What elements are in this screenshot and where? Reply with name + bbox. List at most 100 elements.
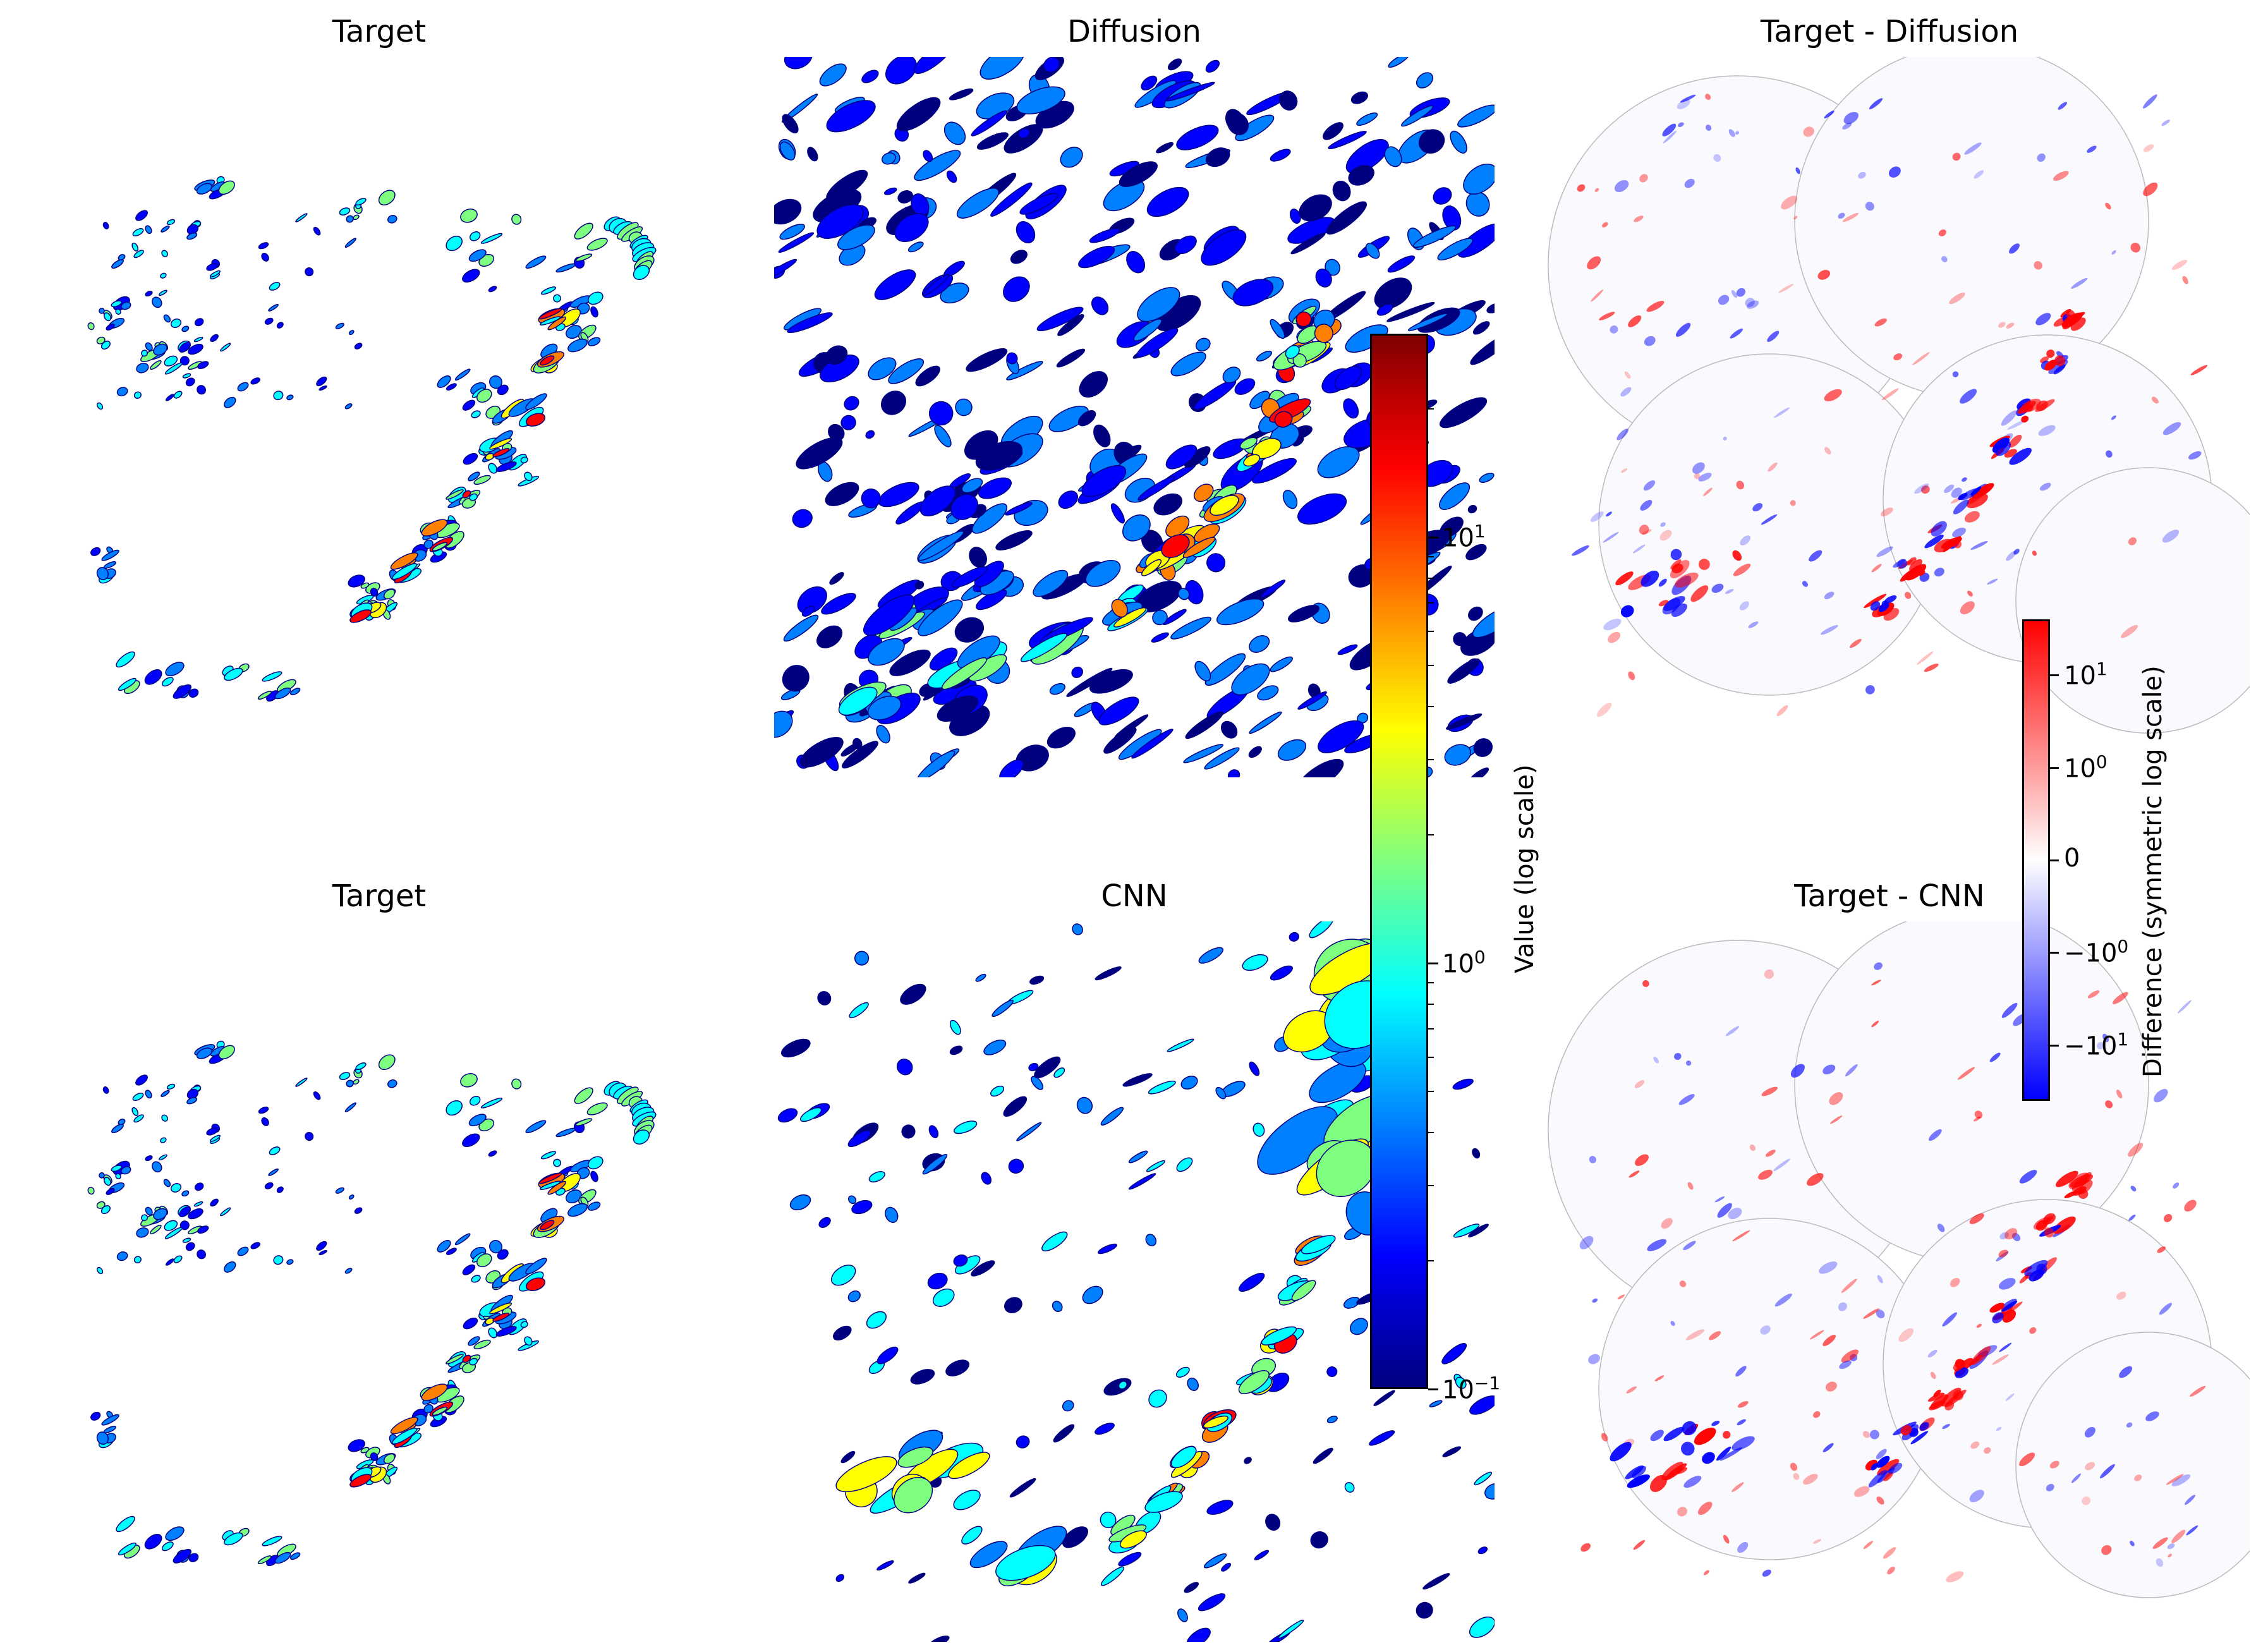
difference-cell: [1957, 1067, 1975, 1080]
difference-cell: [1943, 536, 1962, 552]
field-cell: [966, 348, 1008, 372]
difference-cell: [1876, 1449, 1887, 1459]
field-cell: [954, 1121, 978, 1134]
difference-cell: [1730, 328, 1744, 339]
field-cell: [121, 301, 131, 310]
field-cell: [901, 1124, 916, 1139]
field-cell: [96, 567, 109, 581]
field-cell: [1297, 758, 1344, 777]
field-cell: [170, 319, 182, 328]
difference-colorbar-tick: [2050, 952, 2059, 954]
field-cell: [188, 1208, 203, 1220]
field-cell: [1111, 598, 1128, 618]
difference-cell: [1969, 1490, 1984, 1503]
field-cell: [1323, 122, 1343, 140]
field-cell: [799, 737, 844, 768]
difference-cell: [1665, 1463, 1687, 1481]
field-cell: [446, 489, 464, 500]
field-cell: [587, 291, 603, 305]
field-cell: [525, 1258, 547, 1275]
difference-cell: [1900, 568, 1917, 582]
field-cell: [115, 308, 121, 315]
field-cell: [1131, 728, 1173, 759]
difference-cell: [1952, 371, 1959, 377]
difference-cell: [2003, 1301, 2023, 1316]
field-cell: [1457, 104, 1495, 128]
field-cell: [1145, 1234, 1157, 1247]
field-cell: [469, 1357, 478, 1366]
difference-cell: [2111, 415, 2116, 420]
field-cell: [1062, 1526, 1088, 1548]
field-cell: [354, 343, 363, 349]
field-cell: [161, 250, 168, 257]
field-cell: [1343, 398, 1359, 419]
field-cell: [511, 1078, 522, 1090]
field-cell: [1479, 472, 1495, 483]
field-cell: [1103, 179, 1145, 212]
difference-colorbar-tick: [2050, 674, 2059, 677]
field-cell: [928, 1636, 950, 1642]
difference-cell: [1820, 624, 1838, 635]
field-cell: [133, 1256, 142, 1263]
field-cell: [913, 57, 954, 74]
field-cell: [387, 1079, 397, 1088]
field-cell: [468, 1114, 487, 1127]
field-cell: [787, 312, 833, 334]
field-cell: [575, 1118, 593, 1126]
difference-cell: [1888, 166, 1901, 178]
field-cell: [111, 300, 122, 308]
difference-cell: [1881, 388, 1899, 401]
difference-cell: [1617, 1294, 1625, 1299]
difference-cell: [1608, 631, 1621, 643]
field-cell: [1334, 365, 1362, 391]
field-cell: [102, 221, 109, 229]
field-cell: [462, 1133, 480, 1148]
difference-cell: [2001, 1301, 2018, 1312]
field-cell: [590, 1170, 598, 1182]
difference-cell: [1599, 312, 1615, 320]
field-cell: [1184, 1582, 1199, 1593]
field-cell: [269, 282, 281, 291]
field-cell: [1376, 303, 1393, 316]
field-cell: [1235, 114, 1275, 142]
difference-cell: [1662, 123, 1677, 137]
difference-cell: [1628, 1170, 1640, 1178]
difference-cell: [1705, 94, 1711, 100]
difference-cell: [1870, 601, 1881, 611]
field-cell: [540, 355, 555, 366]
field-cell: [956, 188, 1000, 219]
field-cell: [538, 308, 562, 320]
value-colorbar-minor-tick: [1428, 1260, 1434, 1262]
value-colorbar-tick-label: 10−1: [1442, 1373, 1501, 1405]
field-cell: [141, 349, 149, 357]
field-cell: [97, 1266, 104, 1275]
field-cell: [468, 1336, 480, 1346]
difference-cell: [1817, 270, 1831, 280]
field-cell: [1222, 367, 1241, 384]
difference-cell: [1942, 1312, 1958, 1327]
field-cell: [153, 343, 167, 356]
field-cell: [1289, 208, 1301, 224]
difference-cell: [2128, 1214, 2136, 1221]
difference-cell: [1942, 1424, 1950, 1430]
difference-cell: [1876, 546, 1893, 557]
field-cell: [273, 1255, 284, 1265]
difference-colorbar-tick: [2050, 767, 2059, 769]
difference-cell: [2024, 1260, 2048, 1277]
field-cell: [586, 238, 608, 251]
field-cell: [953, 1490, 981, 1510]
difference-cell: [1760, 1325, 1771, 1335]
field-cell: [826, 100, 876, 133]
field-cell: [1175, 1366, 1190, 1378]
difference-cell: [1927, 1349, 1938, 1357]
difference-cell: [1680, 94, 1696, 103]
value-colorbar-minor-tick: [1428, 1132, 1434, 1134]
difference-cell: [2128, 1143, 2144, 1157]
field-cell: [1282, 490, 1298, 509]
field-cell: [1439, 482, 1471, 510]
difference-cell: [2054, 355, 2066, 367]
field-cell: [165, 1526, 185, 1541]
field-cell: [104, 312, 111, 322]
field-cell: [390, 1416, 418, 1435]
difference-cell: [1887, 1567, 1895, 1575]
